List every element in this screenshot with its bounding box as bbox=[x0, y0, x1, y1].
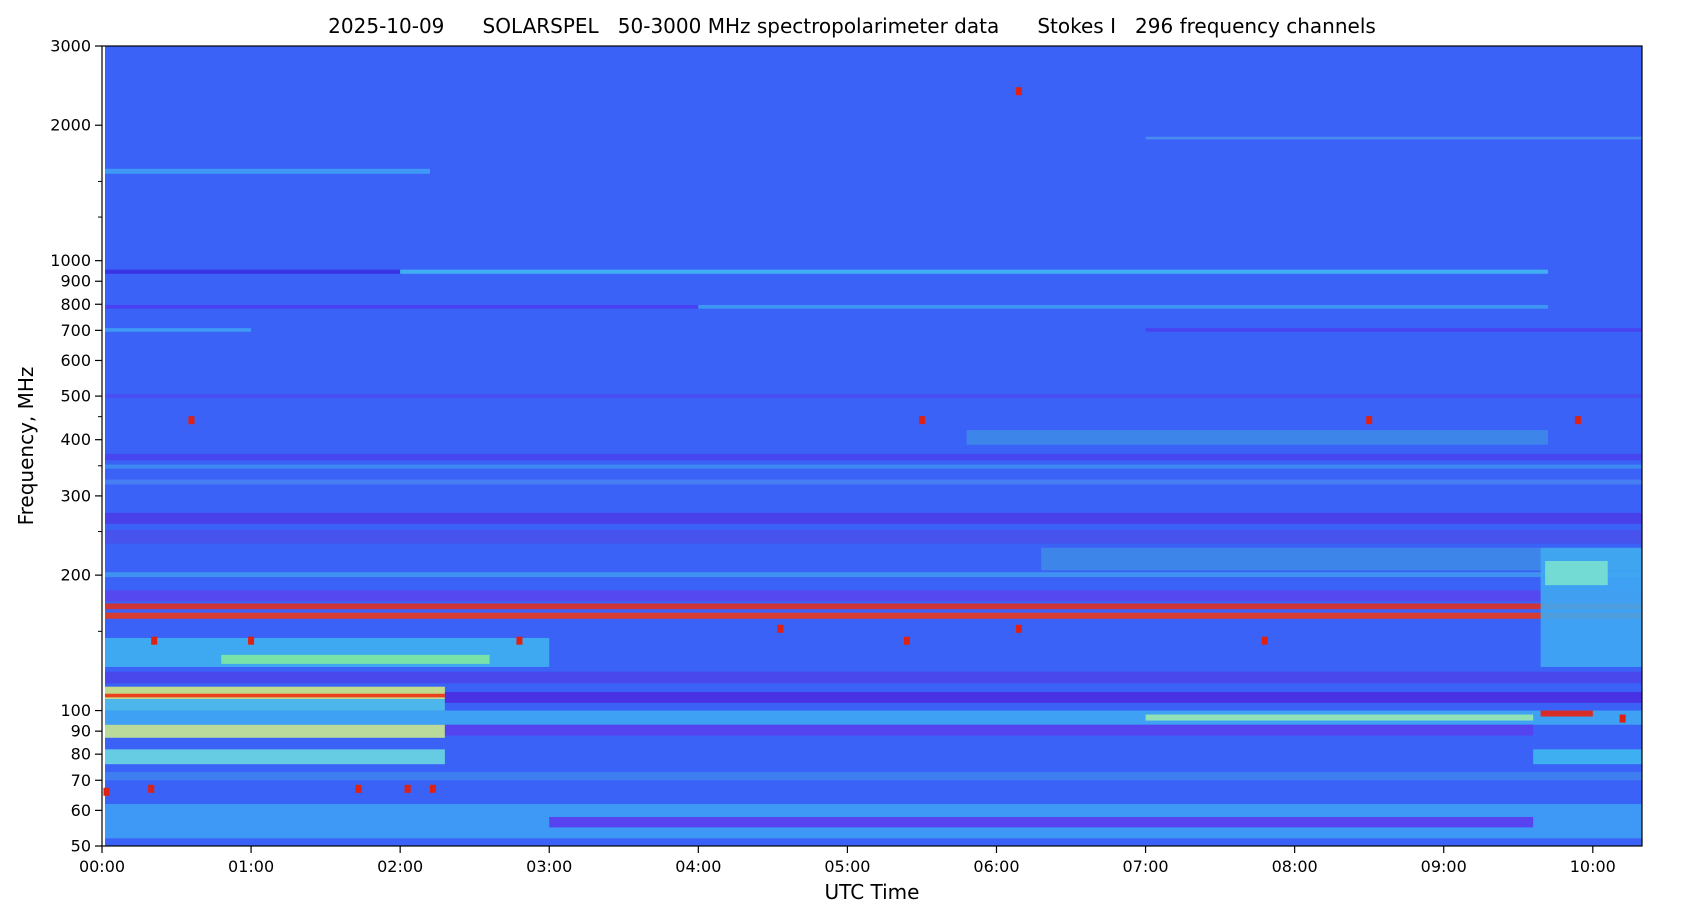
y-tick-label: 200 bbox=[60, 566, 91, 585]
heatmap-band bbox=[444, 691, 1642, 703]
heatmap-band bbox=[104, 394, 1642, 399]
x-tick-label: 03:00 bbox=[526, 857, 572, 876]
heatmap-band bbox=[104, 699, 445, 711]
heatmap-band bbox=[1545, 560, 1608, 586]
heatmap-hotspot bbox=[404, 784, 411, 793]
heatmap-band bbox=[400, 269, 1549, 274]
y-tick-label: 80 bbox=[71, 745, 91, 764]
heatmap-hotspot bbox=[355, 784, 362, 793]
y-tick-label: 800 bbox=[60, 295, 91, 314]
heatmap-band bbox=[549, 817, 1534, 828]
y-axis: 3000 2000 1000 900 800 700 600 500 400 300 200 100 9… bbox=[50, 37, 102, 856]
heatmap-band bbox=[104, 590, 1642, 602]
heatmap-hotspot bbox=[1015, 624, 1022, 633]
y-axis-label: Frequency, MHz bbox=[14, 367, 38, 526]
heatmap-band bbox=[104, 529, 1642, 544]
chart-title: 2025-10-09 SOLARSPEL 50-3000 MHz spectro… bbox=[328, 14, 1376, 38]
x-tick-label: 02:00 bbox=[377, 857, 423, 876]
heatmap-band bbox=[104, 724, 445, 738]
heatmap-band bbox=[104, 603, 1642, 610]
heatmap-band bbox=[104, 749, 445, 765]
y-tick-label: 1000 bbox=[50, 251, 91, 270]
x-tick-label: 05:00 bbox=[824, 857, 870, 876]
x-tick-label: 04:00 bbox=[675, 857, 721, 876]
heatmap-band bbox=[104, 168, 430, 174]
heatmap-hotspot bbox=[918, 416, 925, 425]
y-tick-label: 3000 bbox=[50, 37, 91, 56]
y-tick-label: 60 bbox=[71, 801, 91, 820]
heatmap-band bbox=[966, 430, 1549, 445]
heatmap-band bbox=[1041, 547, 1642, 571]
heatmap-hotspot bbox=[777, 624, 784, 633]
heatmap-band bbox=[104, 328, 252, 332]
heatmap-hotspot bbox=[103, 787, 110, 796]
x-tick-label: 00:00 bbox=[79, 857, 125, 876]
y-tick-label: 2000 bbox=[50, 116, 91, 135]
heatmap-hotspot bbox=[188, 416, 195, 425]
x-tick-label: 06:00 bbox=[973, 857, 1019, 876]
heatmap-band bbox=[1145, 328, 1642, 332]
heatmap-band bbox=[104, 710, 1642, 725]
heatmap-band bbox=[1145, 714, 1534, 721]
heatmap-hotspot bbox=[1366, 416, 1373, 425]
x-tick-label: 08:00 bbox=[1272, 857, 1318, 876]
y-tick-label: 600 bbox=[60, 351, 91, 370]
y-tick-label: 50 bbox=[71, 837, 91, 856]
plot-area bbox=[103, 46, 1642, 846]
y-tick-label: 500 bbox=[60, 387, 91, 406]
x-axis-label: UTC Time bbox=[825, 880, 920, 904]
heatmap-hotspot bbox=[1261, 636, 1268, 645]
heatmap-hotspot bbox=[1015, 87, 1022, 96]
heatmap-band bbox=[221, 654, 490, 664]
heatmap-hotspot bbox=[516, 636, 523, 645]
heatmap-hotspot bbox=[1574, 416, 1581, 425]
plot-frame bbox=[101, 45, 1643, 847]
y-tick-label: 700 bbox=[60, 321, 91, 340]
heatmap-band bbox=[1145, 136, 1642, 140]
heatmap-band bbox=[1533, 749, 1642, 765]
heatmap-hotspot bbox=[904, 636, 911, 645]
y-tick-label: 70 bbox=[71, 771, 91, 790]
heatmap-hotspot bbox=[148, 784, 155, 793]
heatmap-band bbox=[104, 479, 1642, 485]
x-axis: 00:00 01:00 02:00 03:00 04:00 05:00 06:00 07:00… bbox=[79, 846, 1616, 876]
heatmap-band bbox=[104, 269, 401, 274]
heatmap-band bbox=[104, 772, 1642, 781]
heatmap-band bbox=[104, 612, 1642, 619]
y-tick-label: 100 bbox=[60, 701, 91, 720]
heatmap-hotspot bbox=[248, 636, 255, 645]
heatmap-band bbox=[104, 693, 445, 698]
heatmap-band bbox=[698, 304, 1549, 309]
heatmap-hotspot bbox=[151, 636, 158, 645]
heatmap-band bbox=[104, 304, 699, 309]
heatmap-hotspot bbox=[1619, 714, 1626, 723]
heatmap-band bbox=[104, 464, 1642, 469]
x-tick-label: 09:00 bbox=[1421, 857, 1467, 876]
heatmap-band bbox=[104, 453, 1642, 461]
heatmap-band bbox=[104, 512, 1642, 524]
heatmap-band bbox=[104, 671, 1642, 684]
y-tick-label: 900 bbox=[60, 272, 91, 291]
y-tick-label: 300 bbox=[60, 486, 91, 505]
heatmap-band bbox=[444, 724, 1534, 736]
x-tick-label: 01:00 bbox=[228, 857, 274, 876]
x-tick-label: 10:00 bbox=[1570, 857, 1616, 876]
x-tick-label: 07:00 bbox=[1123, 857, 1169, 876]
heatmap-band bbox=[104, 572, 1642, 578]
heatmap-band bbox=[1540, 710, 1593, 717]
y-tick-label: 90 bbox=[71, 722, 91, 741]
heatmap-hotspot bbox=[429, 784, 436, 793]
y-tick-label: 400 bbox=[60, 430, 91, 449]
